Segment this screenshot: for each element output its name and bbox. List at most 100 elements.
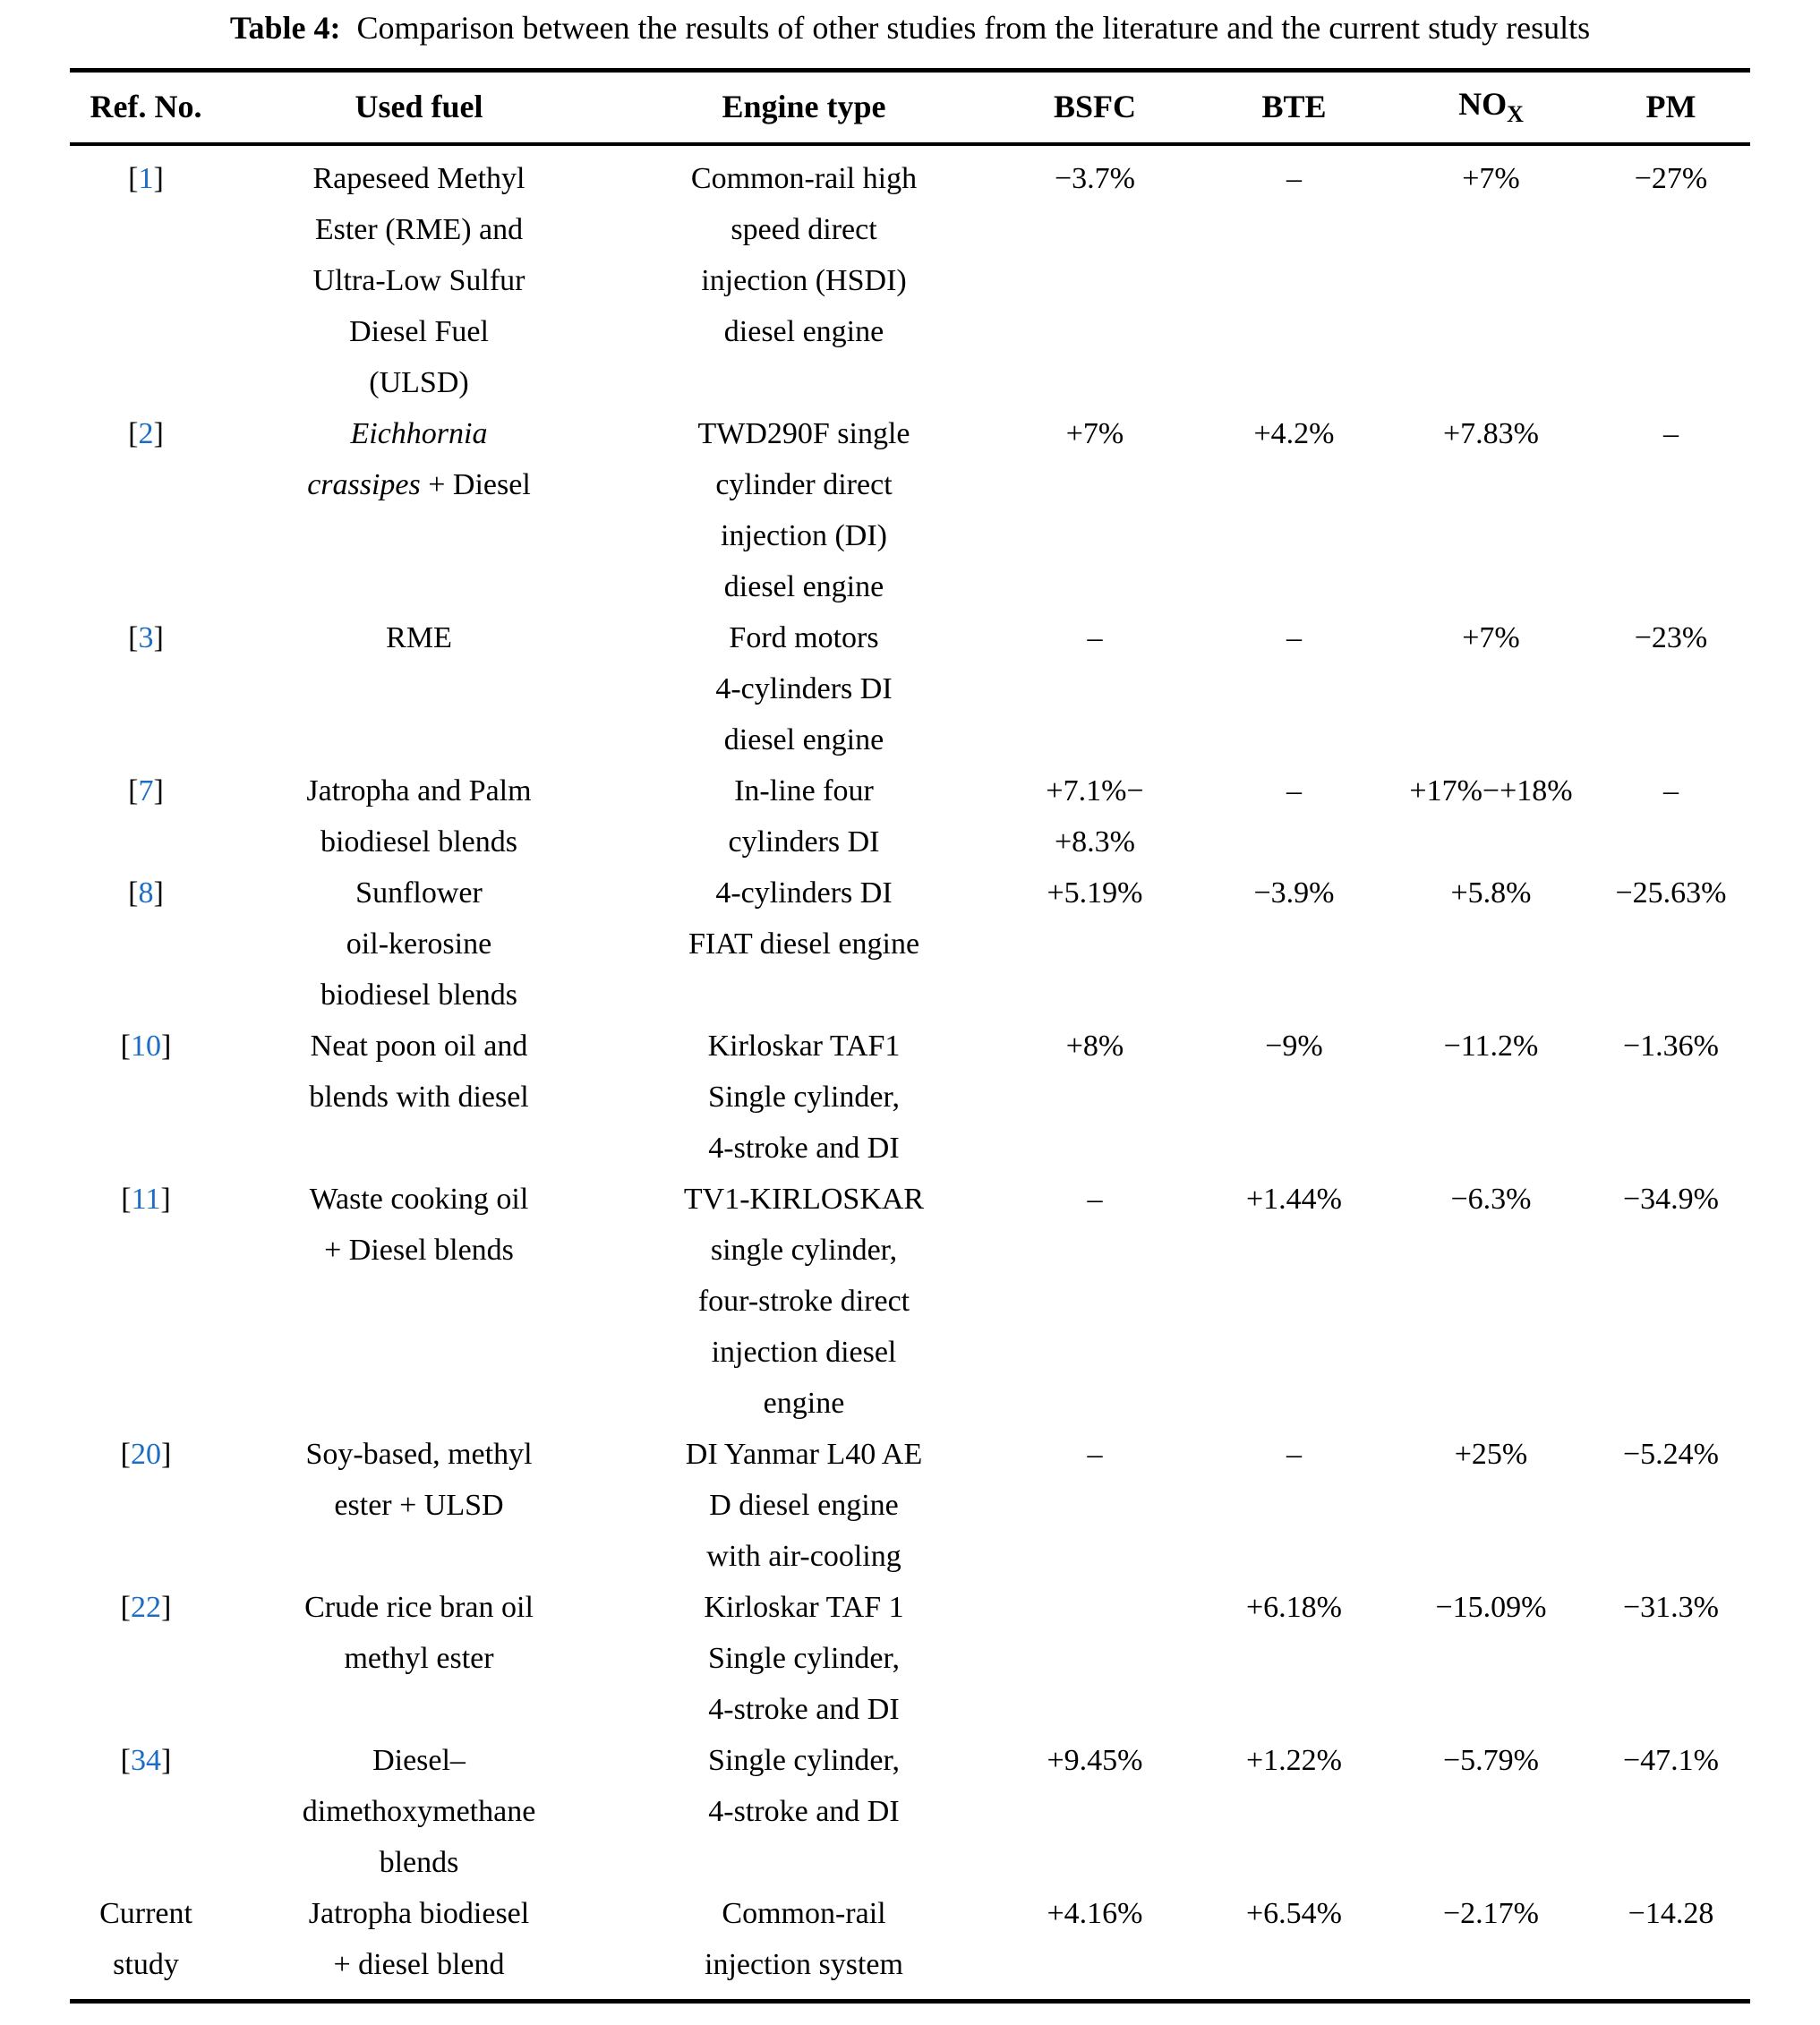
bte-cell: –	[1286, 162, 1302, 196]
table-row: [3] RME Ford motors 4-cylinders DI diese…	[70, 612, 1750, 765]
bsfc-cell: –	[1087, 1183, 1103, 1217]
col-header-used-fuel: Used fuel	[355, 89, 483, 125]
bsfc-cell: +7%	[1065, 417, 1124, 451]
nox-cell: −5.79%	[1443, 1744, 1539, 1778]
pm-cell: –	[1663, 417, 1679, 451]
nox-cell: +7%	[1462, 162, 1520, 196]
pm-cell: −47.1%	[1623, 1744, 1719, 1778]
engine-cell: Single cylinder, 4-stroke and DI	[708, 1744, 900, 1829]
bsfc-cell: –	[1087, 621, 1103, 655]
ref-cell: [8]	[70, 867, 222, 1021]
ref-link[interactable]: [7]	[128, 774, 164, 808]
nox-cell: +7%	[1462, 621, 1520, 655]
bte-cell: +6.18%	[1246, 1591, 1342, 1625]
pm-cell: −25.63%	[1615, 876, 1727, 910]
fuel-cell: Jatropha biodiesel + diesel blend	[308, 1897, 530, 1982]
table-row-current-study: Current study Jatropha biodiesel + diese…	[70, 1888, 1750, 2002]
nox-cell: +25%	[1454, 1438, 1528, 1472]
nox-cell: −2.17%	[1443, 1897, 1539, 1931]
engine-cell: Ford motors 4-cylinders DI diesel engine	[715, 621, 893, 757]
col-header-bte: BTE	[1261, 89, 1327, 125]
fuel-cell: Neat poon oil and blends with diesel	[309, 1030, 529, 1115]
bsfc-cell: +8%	[1065, 1030, 1124, 1064]
nox-cell: −11.2%	[1443, 1030, 1539, 1064]
table-row: [34] Diesel– dimethoxymethane blends Sin…	[70, 1735, 1750, 1888]
pm-cell: −31.3%	[1623, 1591, 1719, 1625]
pm-cell: −27%	[1634, 162, 1708, 196]
ref-link[interactable]: [2]	[128, 417, 164, 451]
fuel-cell: RME	[386, 621, 452, 655]
bsfc-cell: +9.45%	[1047, 1744, 1143, 1778]
ref-link[interactable]: [22]	[120, 1591, 172, 1625]
fuel-cell: Sunflower oil-kerosine biodiesel blends	[320, 876, 518, 1012]
nox-cell: −6.3%	[1450, 1183, 1532, 1217]
comparison-table: Ref. No. Used fuel Engine type BSFC BTE …	[70, 68, 1750, 2004]
bsfc-cell: −3.7%	[1055, 162, 1135, 196]
ref-cell: [2]	[70, 408, 222, 612]
engine-cell: TWD290F single cylinder direct injection…	[697, 417, 910, 604]
table-caption-text: Comparison between the results of other …	[356, 10, 1591, 46]
table-caption-label: Table 4:	[229, 10, 341, 46]
fuel-species-italic: Eichhornia crassipes	[307, 417, 488, 502]
engine-cell: 4-cylinders DI FIAT diesel engine	[688, 876, 920, 961]
bte-cell: +1.22%	[1246, 1744, 1342, 1778]
ref-cell: [1]	[70, 144, 222, 408]
ref-cell: [11]	[70, 1174, 222, 1429]
fuel-cell: Crude rice bran oil methyl ester	[304, 1591, 534, 1676]
ref-cell: Current study	[99, 1897, 192, 1982]
col-header-pm: PM	[1645, 89, 1696, 125]
table-row: [11] Waste cooking oil + Diesel blends T…	[70, 1174, 1750, 1429]
bsfc-cell	[992, 1582, 1198, 1735]
bte-cell: +6.54%	[1246, 1897, 1342, 1931]
engine-cell: Common-rail high speed direct injection …	[690, 162, 918, 349]
engine-cell: Common-rail injection system	[705, 1897, 903, 1982]
engine-cell: DI Yanmar L40 AE D diesel engine with ai…	[685, 1438, 923, 1574]
fuel-cell: Soy-based, methyl ester + ULSD	[305, 1438, 533, 1523]
ref-link[interactable]: [34]	[120, 1744, 172, 1778]
pm-cell: −1.36%	[1623, 1030, 1719, 1064]
table-row: [2] Eichhornia crassipes + Diesel TWD290…	[70, 408, 1750, 612]
bte-cell: –	[1286, 774, 1302, 808]
fuel-cell: Diesel– dimethoxymethane blends	[302, 1744, 536, 1880]
bte-cell: –	[1286, 621, 1302, 655]
ref-link[interactable]: [3]	[128, 621, 164, 655]
col-header-bsfc: BSFC	[1053, 89, 1137, 125]
ref-cell: [10]	[70, 1021, 222, 1174]
bte-cell: +4.2%	[1253, 417, 1335, 451]
table-row: [1] Rapeseed Methyl Ester (RME) and Ultr…	[70, 144, 1750, 408]
bte-cell: −3.9%	[1253, 876, 1335, 910]
ref-cell: [3]	[70, 612, 222, 765]
ref-link[interactable]: [20]	[120, 1438, 172, 1472]
table-row: [10] Neat poon oil and blends with diese…	[70, 1021, 1750, 1174]
fuel-cell: Waste cooking oil + Diesel blends	[309, 1183, 529, 1268]
pm-cell: −14.28	[1628, 1897, 1714, 1931]
pm-cell: −34.9%	[1623, 1183, 1719, 1217]
fuel-cell: Jatropha and Palm biodiesel blends	[306, 774, 532, 859]
table-row: [22] Crude rice bran oil methyl ester Ki…	[70, 1582, 1750, 1735]
engine-cell: Kirloskar TAF1 Single cylinder, 4-stroke…	[707, 1030, 901, 1166]
bsfc-cell: –	[1087, 1438, 1103, 1472]
ref-cell: [7]	[70, 765, 222, 867]
col-header-engine-type: Engine type	[722, 89, 886, 125]
nox-cell: −15.09%	[1435, 1591, 1547, 1625]
table-row: [20] Soy-based, methyl ester + ULSD DI Y…	[70, 1429, 1750, 1582]
ref-cell: [22]	[70, 1582, 222, 1735]
engine-cell: Kirloskar TAF 1 Single cylinder, 4-strok…	[704, 1591, 904, 1727]
table-row: [8] Sunflower oil-kerosine biodiesel ble…	[70, 867, 1750, 1021]
bsfc-cell: +7.1%− +8.3%	[1046, 774, 1144, 859]
header-row: Ref. No. Used fuel Engine type BSFC BTE …	[70, 71, 1750, 145]
ref-link[interactable]: [1]	[128, 162, 164, 196]
engine-cell: TV1-KIRLOSKAR single cylinder, four-stro…	[683, 1183, 925, 1421]
col-header-nox: NOX	[1458, 86, 1524, 128]
bte-cell: −9%	[1265, 1030, 1323, 1064]
nox-cell: +7.83%	[1443, 417, 1539, 451]
ref-link[interactable]: [10]	[120, 1030, 172, 1064]
pm-cell: −23%	[1634, 621, 1708, 655]
bte-cell: –	[1286, 1438, 1302, 1472]
ref-link[interactable]: [8]	[128, 876, 164, 910]
ref-link[interactable]: [11]	[121, 1183, 171, 1217]
nox-cell: +17%−+18%	[1409, 774, 1573, 808]
nox-cell: +5.8%	[1450, 876, 1532, 910]
table-row: [7] Jatropha and Palm biodiesel blends I…	[70, 765, 1750, 867]
fuel-cell: Eichhornia crassipes + Diesel	[307, 417, 531, 502]
